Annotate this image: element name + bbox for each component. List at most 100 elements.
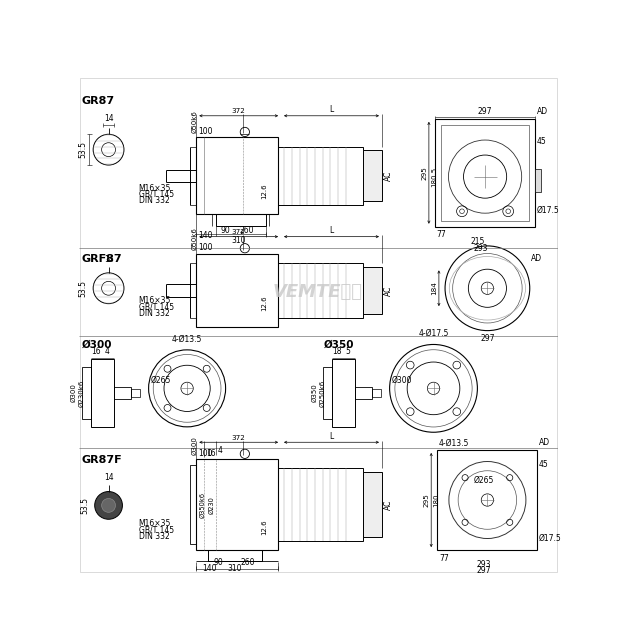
Text: 260: 260 bbox=[240, 558, 255, 567]
Text: 297: 297 bbox=[476, 566, 491, 575]
Bar bbox=[355, 387, 372, 399]
Bar bbox=[278, 263, 363, 317]
Text: 12.6: 12.6 bbox=[261, 296, 267, 311]
Bar bbox=[197, 137, 278, 214]
Text: 77: 77 bbox=[437, 230, 447, 239]
Text: Ø230k6: Ø230k6 bbox=[79, 379, 85, 406]
Text: 16: 16 bbox=[207, 449, 216, 458]
Text: 4-Ø17.5: 4-Ø17.5 bbox=[419, 329, 448, 338]
Text: 4: 4 bbox=[217, 446, 222, 455]
Bar bbox=[190, 466, 197, 544]
Text: M16×35: M16×35 bbox=[139, 520, 171, 529]
Text: GB/T 145: GB/T 145 bbox=[139, 526, 174, 535]
Text: 4-Ø13.5: 4-Ø13.5 bbox=[172, 335, 202, 344]
Text: 53.5: 53.5 bbox=[79, 141, 88, 158]
Text: M16×35: M16×35 bbox=[139, 184, 171, 193]
Bar bbox=[363, 267, 382, 314]
Circle shape bbox=[95, 491, 123, 519]
Text: 100: 100 bbox=[198, 127, 212, 136]
Text: 14: 14 bbox=[104, 115, 113, 124]
Text: Ø300: Ø300 bbox=[71, 384, 77, 402]
Text: Ø265: Ø265 bbox=[473, 476, 494, 485]
Text: Ø230: Ø230 bbox=[209, 496, 215, 513]
Text: Ø50k6: Ø50k6 bbox=[191, 227, 197, 250]
Bar bbox=[332, 359, 355, 427]
Text: 310: 310 bbox=[228, 564, 242, 573]
Text: Ø250k6: Ø250k6 bbox=[320, 379, 326, 406]
Bar bbox=[437, 450, 537, 550]
Text: 180: 180 bbox=[434, 493, 440, 507]
Text: 53.5: 53.5 bbox=[79, 279, 88, 297]
Bar bbox=[372, 389, 381, 397]
Text: Ø17.5: Ø17.5 bbox=[537, 206, 559, 215]
Text: 310: 310 bbox=[231, 236, 246, 245]
Text: 100: 100 bbox=[198, 449, 212, 458]
Bar bbox=[278, 468, 363, 541]
Text: 180.5: 180.5 bbox=[431, 167, 437, 187]
Text: L: L bbox=[330, 105, 333, 114]
Text: 140: 140 bbox=[203, 564, 217, 573]
Text: AC: AC bbox=[384, 500, 393, 510]
Text: 140: 140 bbox=[198, 231, 213, 240]
Text: GB/T 145: GB/T 145 bbox=[139, 303, 174, 311]
Text: Ø300: Ø300 bbox=[81, 340, 112, 350]
Text: 45: 45 bbox=[539, 460, 549, 469]
Text: L: L bbox=[330, 226, 333, 235]
Text: 372: 372 bbox=[232, 229, 246, 235]
Bar bbox=[363, 472, 382, 537]
Text: GRF87: GRF87 bbox=[81, 254, 123, 265]
Text: 295: 295 bbox=[421, 166, 427, 180]
Text: 53.5: 53.5 bbox=[80, 497, 90, 514]
Text: AD: AD bbox=[537, 107, 548, 116]
Text: 18: 18 bbox=[333, 347, 342, 356]
Text: Ø50k6: Ø50k6 bbox=[191, 111, 197, 133]
Text: GB/T 145: GB/T 145 bbox=[139, 190, 174, 199]
Text: Ø300: Ø300 bbox=[392, 375, 412, 384]
Text: 372: 372 bbox=[232, 435, 246, 440]
Text: Ø300: Ø300 bbox=[191, 437, 197, 455]
Bar bbox=[435, 119, 535, 227]
Bar bbox=[197, 254, 278, 327]
Text: AC: AC bbox=[384, 285, 393, 296]
Text: 260: 260 bbox=[239, 226, 254, 235]
Bar bbox=[208, 550, 262, 561]
Bar bbox=[278, 147, 363, 205]
Bar bbox=[441, 125, 529, 220]
Text: 372: 372 bbox=[232, 108, 246, 114]
Text: 184: 184 bbox=[431, 281, 437, 295]
Text: 297: 297 bbox=[478, 107, 493, 116]
Text: AD: AD bbox=[539, 438, 550, 447]
Text: DIN 332: DIN 332 bbox=[139, 308, 169, 317]
Text: 12.6: 12.6 bbox=[261, 184, 267, 199]
Text: AC: AC bbox=[384, 171, 393, 181]
Text: 45: 45 bbox=[537, 137, 547, 146]
Bar bbox=[216, 214, 266, 226]
Text: 297: 297 bbox=[480, 334, 494, 343]
Text: 77: 77 bbox=[439, 554, 448, 563]
Text: 4: 4 bbox=[104, 347, 109, 356]
Text: Ø350: Ø350 bbox=[312, 384, 318, 402]
Text: 100: 100 bbox=[198, 243, 212, 252]
Text: GR87: GR87 bbox=[81, 96, 114, 106]
Text: M16×35: M16×35 bbox=[139, 296, 171, 305]
Text: VEMTE传动: VEMTE传动 bbox=[273, 283, 363, 301]
Bar bbox=[535, 169, 541, 192]
Text: 90: 90 bbox=[221, 226, 231, 235]
Text: DIN 332: DIN 332 bbox=[139, 196, 169, 205]
Text: 14: 14 bbox=[104, 473, 113, 482]
Text: 14: 14 bbox=[104, 254, 113, 263]
Text: 12.6: 12.6 bbox=[261, 519, 267, 535]
Text: 295: 295 bbox=[424, 493, 430, 507]
Text: Ø350: Ø350 bbox=[324, 340, 355, 350]
Text: 293: 293 bbox=[474, 243, 488, 252]
Text: Ø17.5: Ø17.5 bbox=[539, 533, 562, 542]
Bar bbox=[197, 459, 278, 550]
Text: Ø350k6: Ø350k6 bbox=[200, 491, 205, 518]
Text: 90: 90 bbox=[213, 558, 223, 567]
Bar bbox=[131, 389, 140, 397]
Text: 16: 16 bbox=[91, 347, 101, 356]
Text: DIN 332: DIN 332 bbox=[139, 532, 169, 541]
Text: L: L bbox=[330, 431, 333, 440]
Text: Ø265: Ø265 bbox=[151, 375, 171, 384]
Bar bbox=[114, 387, 131, 399]
